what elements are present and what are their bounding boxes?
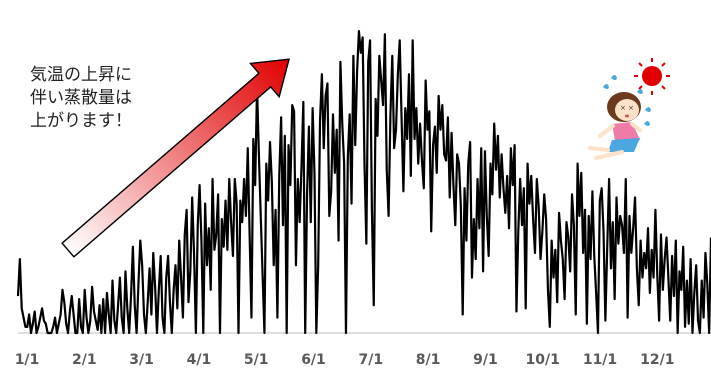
x-tick-label: 8/1	[416, 352, 441, 368]
x-tick-label: 6/1	[301, 352, 326, 368]
x-tick-label: 12/1	[640, 352, 674, 368]
x-tick-label: 10/1	[526, 352, 560, 368]
x-tick-label: 9/1	[473, 352, 498, 368]
x-tick-label: 4/1	[187, 352, 212, 368]
annotation-text: 気温の上昇に 伴い蒸散量は 上がります！	[30, 64, 170, 133]
x-tick-label: 1/1	[15, 352, 40, 368]
x-tick-label: 3/1	[129, 352, 154, 368]
annotation-line-1: 気温の上昇に	[30, 65, 132, 85]
fainting-girl-in-heat-icon: × ×	[588, 58, 670, 160]
data-series	[16, 30, 711, 335]
x-tick-label: 2/1	[72, 352, 97, 368]
trend-arrow-icon	[61, 58, 290, 258]
series-line	[16, 30, 711, 335]
x-tick-labels: 1/1 2/1 3/1 4/1 5/1 6/1 7/1 8/1 9/1 10/1 11/1 12/1	[15, 352, 675, 368]
annotation-line-3: 上がります！	[30, 111, 132, 131]
x-tick-label: 11/1	[583, 352, 617, 368]
x-tick-label: 7/1	[358, 352, 383, 368]
svg-text:× ×: × ×	[620, 104, 634, 112]
x-tick-label: 5/1	[244, 352, 269, 368]
annotation-line-2: 伴い蒸散量は	[30, 88, 132, 108]
